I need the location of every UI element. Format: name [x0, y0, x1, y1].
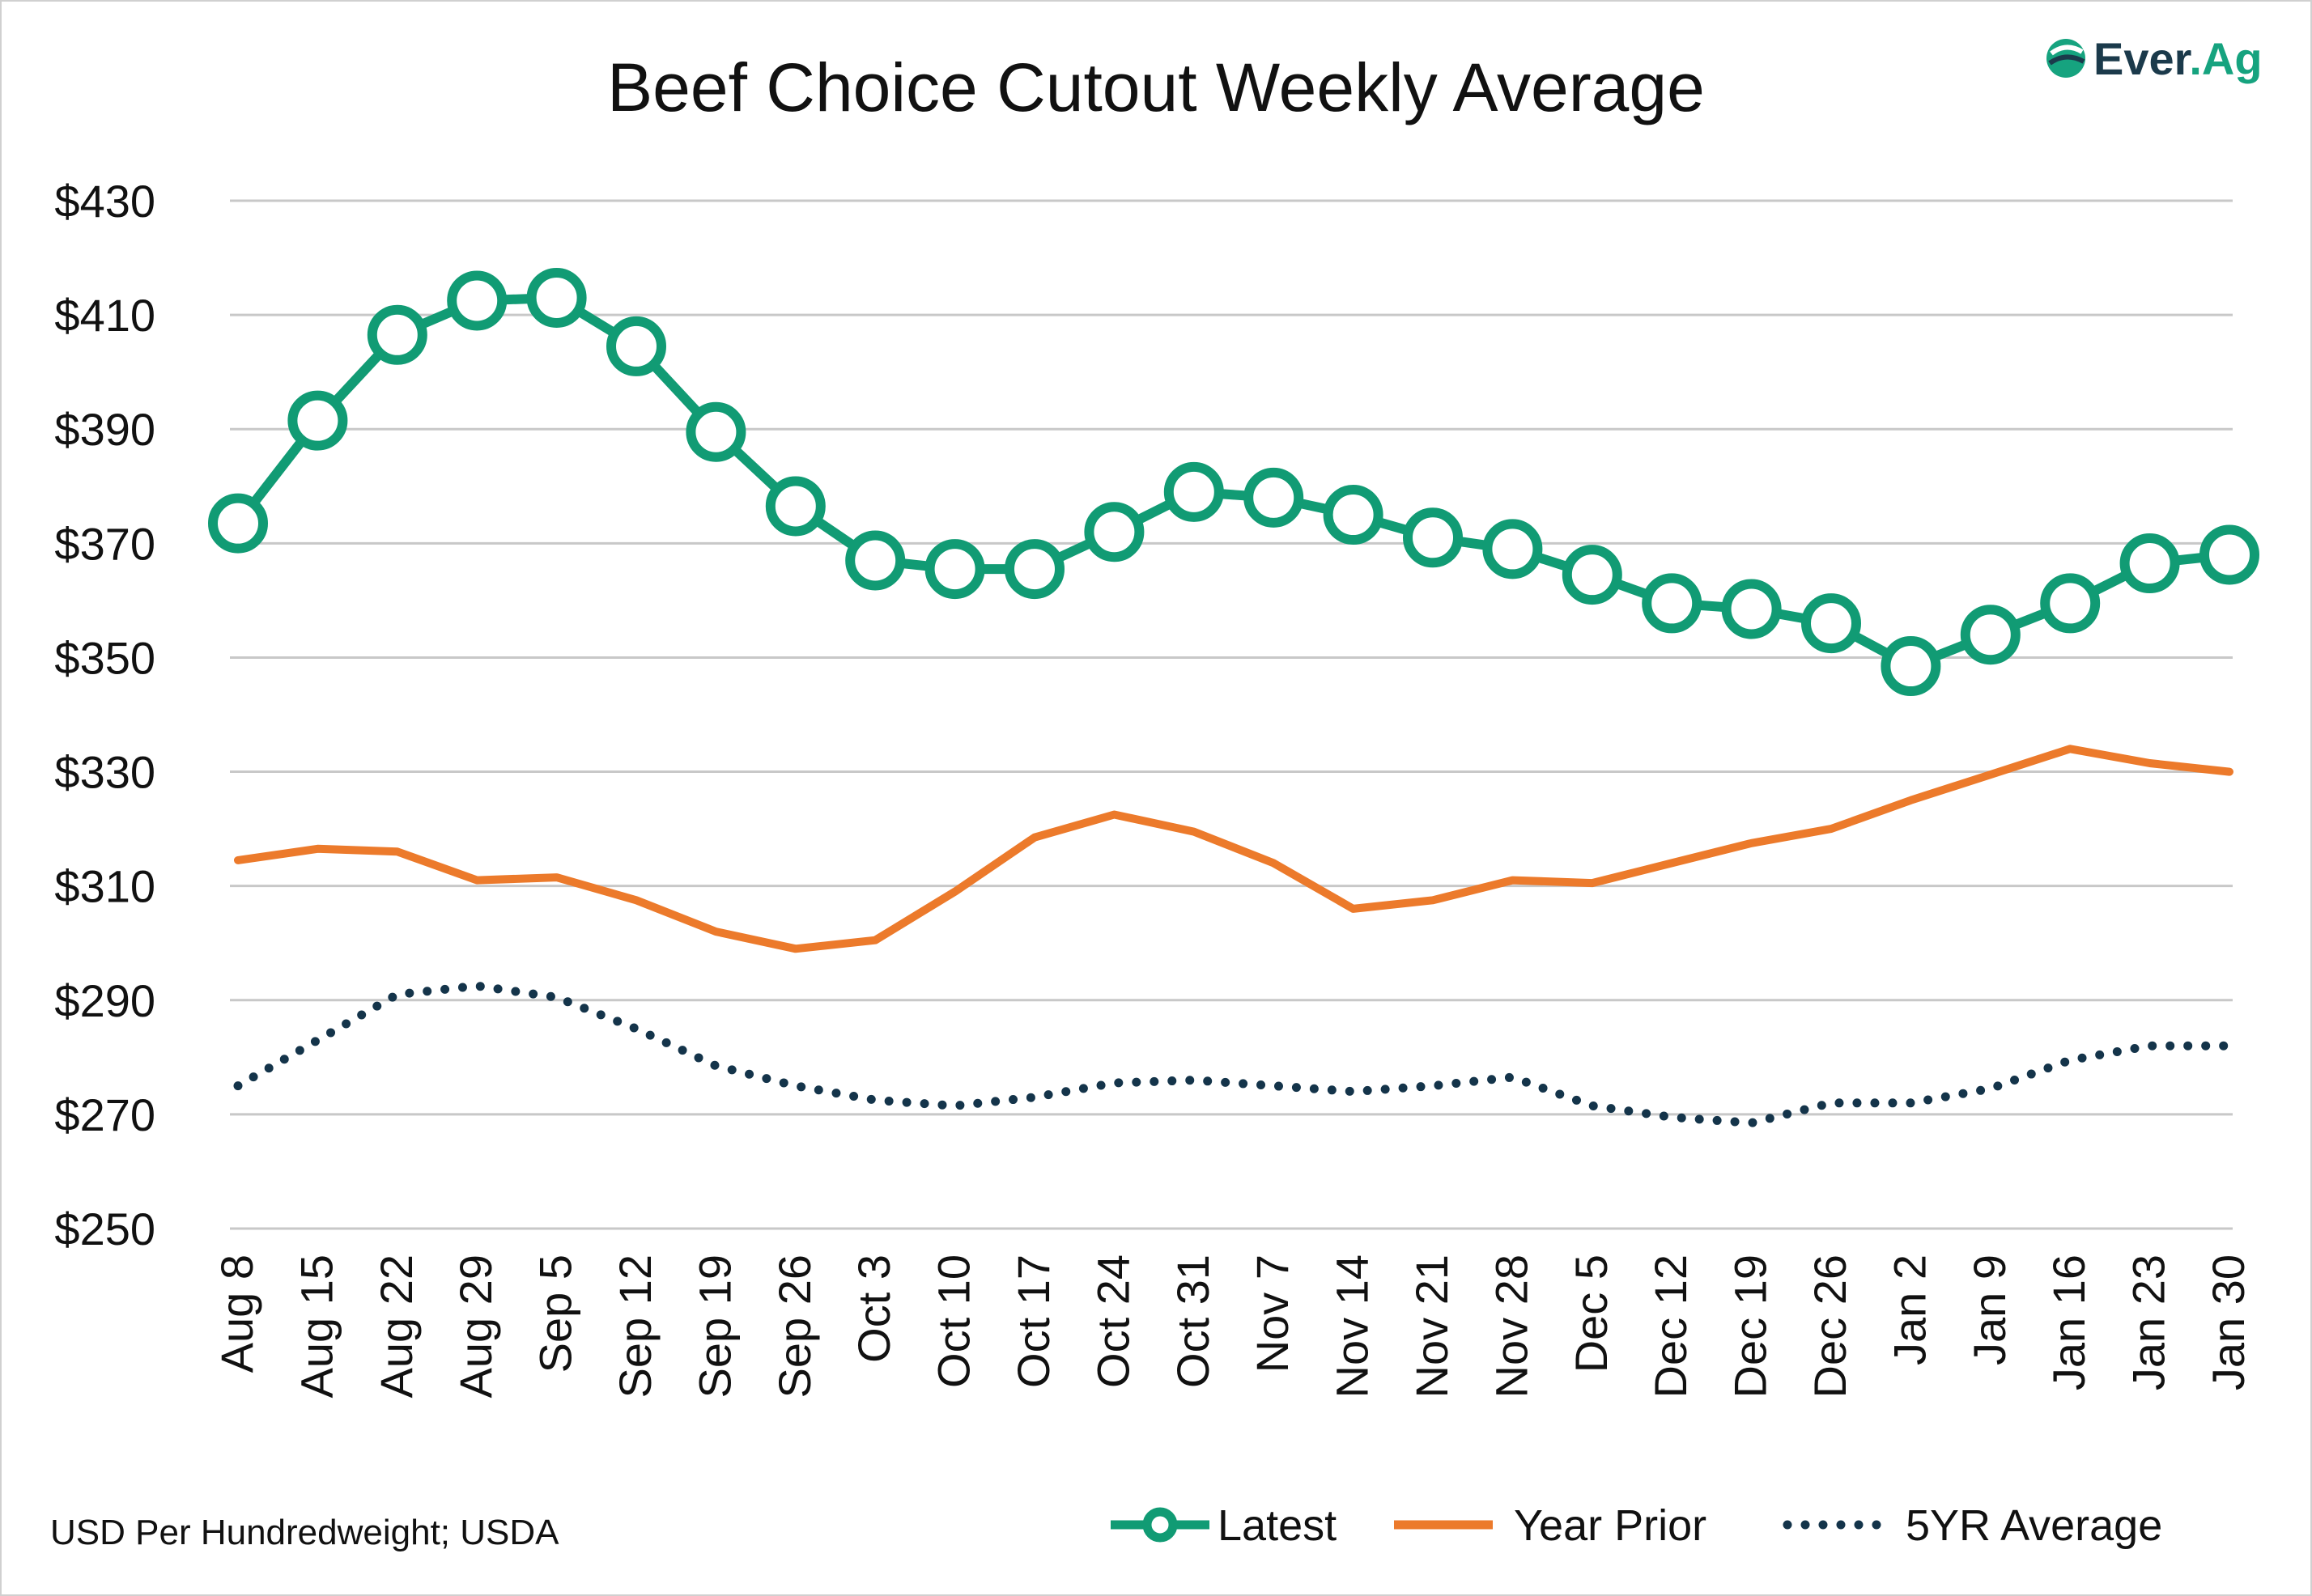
data-point-latest [1323, 485, 1383, 545]
data-point-latest [1403, 507, 1463, 568]
y-tick-label: $430 [54, 176, 155, 227]
x-tick-label: Sep 26 [769, 1254, 820, 1399]
x-tick-label: Nov 21 [1406, 1254, 1457, 1398]
logo-text-main: Ever [2093, 33, 2191, 84]
data-point-latest [2119, 533, 2180, 594]
logo-text-dot: . [2189, 33, 2202, 84]
x-tick-label: Aug 8 [211, 1254, 262, 1373]
series-line-5yr-average [233, 981, 2234, 1128]
x-tick-label: Nov 14 [1327, 1254, 1378, 1398]
data-point-latest [1005, 539, 1065, 600]
x-tick-label: Sep 5 [530, 1254, 581, 1373]
series-group [208, 267, 2259, 1128]
y-tick-label: $390 [54, 404, 155, 455]
x-tick-label: Aug 29 [450, 1254, 501, 1399]
data-point-latest [1721, 579, 1782, 639]
x-tick-label: Jan 9 [1964, 1254, 2015, 1365]
data-point-latest [1163, 461, 1224, 522]
logo-wordmark: Ever.Ag [2093, 33, 2263, 84]
legend: Latest Year Prior 5YR Average [1111, 1501, 2162, 1550]
x-tick-label: Dec 5 [1566, 1254, 1617, 1373]
x-tick-label: Nov 28 [1485, 1254, 1536, 1398]
brand-logo: Ever.Ag [2046, 33, 2263, 84]
grid-lines [230, 199, 2233, 1230]
y-tick-label: $270 [54, 1089, 155, 1140]
legend-latest-marker [1142, 1507, 1178, 1543]
legend-item-5yr-average: 5YR Average [1783, 1501, 2162, 1550]
legend-5yr-average-label: 5YR Average [1906, 1501, 2162, 1550]
chart-title: Beef Choice Cutout Weekly Average [607, 49, 1705, 125]
x-tick-label: Jan 16 [2043, 1254, 2094, 1390]
legend-year-prior-label: Year Prior [1514, 1501, 1706, 1550]
x-tick-label: Aug 15 [291, 1254, 342, 1399]
data-point-latest [1243, 467, 1304, 528]
data-point-latest [1801, 593, 1861, 654]
y-tick-label: $330 [54, 747, 155, 798]
y-tick-label: $370 [54, 518, 155, 569]
x-tick-label: Dec 26 [1804, 1254, 1855, 1398]
data-point-latest [526, 267, 587, 328]
data-point-latest [367, 304, 427, 365]
y-tick-label: $310 [54, 861, 155, 912]
data-point-latest [924, 539, 985, 600]
data-point-latest [686, 401, 746, 462]
x-tick-label: Aug 22 [371, 1254, 422, 1399]
x-tick-label: Oct 10 [929, 1254, 980, 1388]
x-tick-label: Dec 19 [1725, 1254, 1776, 1398]
data-point-latest [208, 493, 268, 554]
data-point-latest [1881, 636, 1941, 697]
legend-latest-label: Latest [1218, 1501, 1337, 1550]
data-point-latest [845, 530, 906, 591]
logo-text-end: Ag [2202, 33, 2263, 84]
legend-item-latest: Latest [1111, 1501, 1337, 1550]
x-tick-label: Jan 23 [2123, 1254, 2174, 1390]
x-tick-label: Oct 3 [848, 1254, 899, 1363]
x-tick-label: Oct 31 [1167, 1254, 1218, 1388]
source-note: USD Per Hundredweight; USDA [50, 1513, 559, 1552]
data-point-latest [1482, 519, 1543, 579]
x-tick-label: Sep 12 [610, 1254, 661, 1399]
legend-item-year-prior: Year Prior [1394, 1501, 1706, 1550]
y-tick-label: $410 [54, 290, 155, 341]
data-point-latest [447, 270, 508, 331]
x-tick-label: Jan 2 [1884, 1254, 1935, 1365]
y-axis-ticks: $430 $410 $390 $370 $350 $330 $310 $290 $270 $250 [54, 176, 155, 1254]
x-tick-label: Sep 19 [689, 1254, 740, 1399]
series-line-latest [234, 292, 2230, 671]
data-point-latest [606, 316, 666, 376]
x-tick-label: Nov 7 [1247, 1254, 1298, 1373]
data-point-latest [1084, 502, 1145, 562]
series-line-year-prior [234, 745, 2233, 953]
data-point-latest [1960, 605, 2021, 665]
y-tick-label: $250 [54, 1203, 155, 1254]
x-tick-label: Oct 24 [1087, 1254, 1138, 1388]
x-tick-label: Dec 12 [1645, 1254, 1696, 1398]
y-tick-label: $290 [54, 975, 155, 1026]
data-point-latest [1642, 573, 1702, 634]
data-point-latest [2040, 573, 2101, 634]
data-point-latest [765, 476, 826, 537]
data-point-latest [287, 390, 348, 451]
ever-ag-logo-icon [2046, 39, 2085, 78]
y-tick-label: $350 [54, 632, 155, 683]
x-axis-ticks: Aug 8 Aug 15 Aug 22 Aug 29 Sep 5 Sep 12 Sep 19… [211, 1254, 2254, 1399]
data-point-latest [1562, 545, 1622, 605]
x-tick-label: Jan 30 [2203, 1254, 2254, 1390]
data-point-latest [2199, 524, 2259, 585]
x-tick-label: Oct 17 [1008, 1254, 1059, 1388]
